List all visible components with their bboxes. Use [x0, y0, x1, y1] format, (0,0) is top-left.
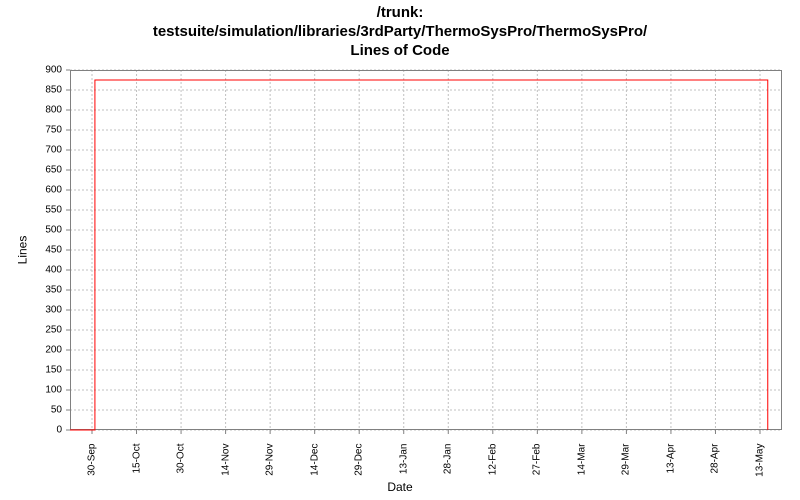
x-tick-label: 28-Jan: [443, 444, 454, 500]
title-line-2: testsuite/simulation/libraries/3rdParty/…: [0, 23, 800, 42]
y-tick-label: 0: [22, 425, 62, 436]
plot-area: [70, 70, 782, 430]
x-tick-label: 29-Nov: [265, 444, 276, 500]
y-tick-label: 450: [22, 245, 62, 256]
x-tick-label: 13-Jan: [398, 444, 409, 500]
x-tick-label: 28-Apr: [710, 444, 721, 500]
y-tick-label: 250: [22, 325, 62, 336]
y-tick-label: 100: [22, 385, 62, 396]
y-tick-label: 50: [22, 405, 62, 416]
x-tick-label: 14-Nov: [220, 444, 231, 500]
y-tick-label: 500: [22, 225, 62, 236]
y-tick-label: 600: [22, 185, 62, 196]
chart-container: /trunk: testsuite/simulation/libraries/3…: [0, 0, 800, 500]
title-line-3: Lines of Code: [0, 42, 800, 61]
y-tick-label: 200: [22, 345, 62, 356]
x-tick-label: 30-Sep: [87, 444, 98, 500]
y-tick-label: 650: [22, 165, 62, 176]
y-tick-label: 300: [22, 305, 62, 316]
x-tick-label: 29-Mar: [621, 444, 632, 500]
x-tick-label: 27-Feb: [532, 444, 543, 500]
y-tick-label: 400: [22, 265, 62, 276]
y-tick-label: 750: [22, 125, 62, 136]
x-tick-label: 30-Oct: [176, 444, 187, 500]
y-tick-label: 700: [22, 145, 62, 156]
y-tick-label: 150: [22, 365, 62, 376]
x-tick-label: 13-May: [755, 444, 766, 500]
y-tick-label: 900: [22, 65, 62, 76]
x-tick-label: 29-Dec: [354, 444, 365, 500]
chart-title: /trunk: testsuite/simulation/libraries/3…: [0, 4, 800, 60]
x-tick-label: 15-Oct: [131, 444, 142, 500]
x-tick-label: 13-Apr: [665, 444, 676, 500]
y-tick-label: 850: [22, 85, 62, 96]
x-tick-label: 12-Feb: [487, 444, 498, 500]
x-tick-label: 14-Dec: [309, 444, 320, 500]
y-tick-label: 350: [22, 285, 62, 296]
y-tick-label: 550: [22, 205, 62, 216]
x-tick-label: 14-Mar: [576, 444, 587, 500]
title-line-1: /trunk:: [0, 4, 800, 23]
y-tick-label: 800: [22, 105, 62, 116]
